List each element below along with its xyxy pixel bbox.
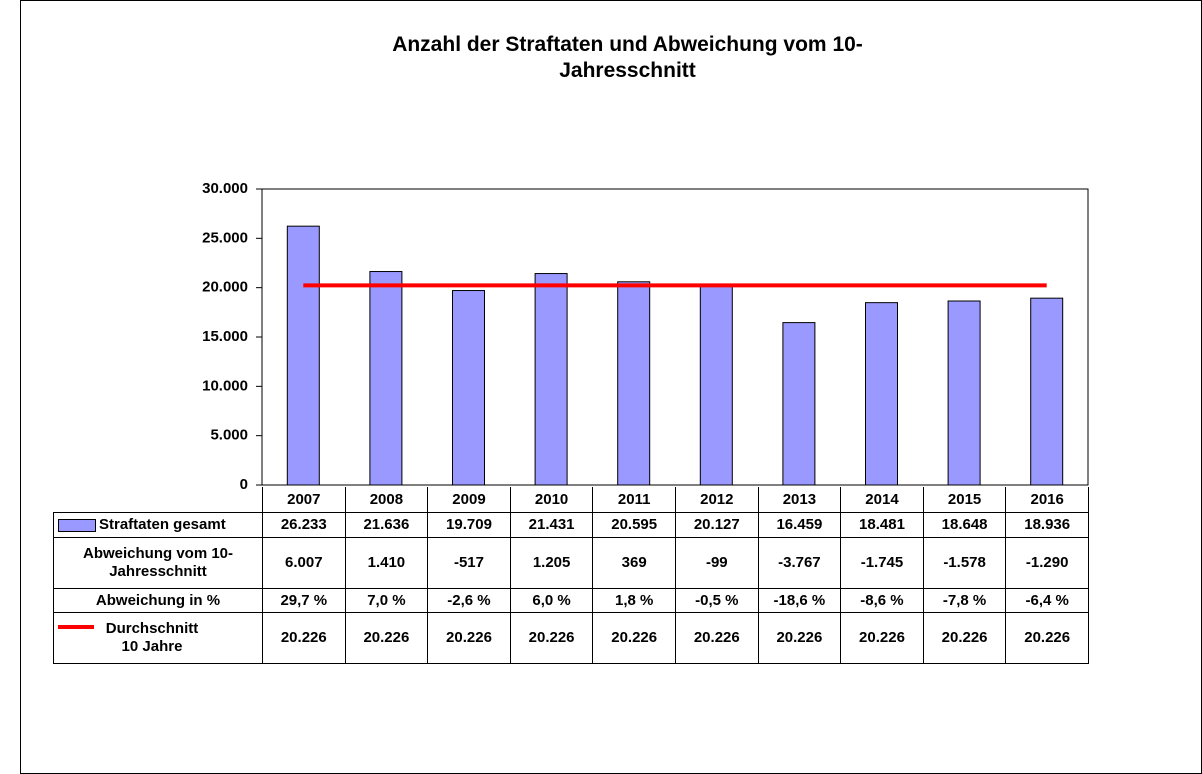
table-value: 18.481 [840, 512, 924, 538]
x-tick-label: 2015 [922, 487, 1007, 512]
table-value: -2,6 % [427, 588, 511, 613]
bar [865, 302, 898, 486]
table-value: -6,4 % [1005, 588, 1089, 613]
legend-entry: Straftaten gesamt [53, 512, 263, 538]
table-value: 20.127 [675, 512, 759, 538]
table-value: -8,6 % [840, 588, 924, 613]
y-tick-label: 25.000 [202, 229, 248, 246]
table-value: 16.459 [757, 512, 842, 538]
table-value: 20.226 [344, 612, 429, 664]
table-value: 7,0 % [344, 588, 429, 613]
table-value: -1.745 [840, 537, 924, 589]
bar [369, 271, 403, 486]
table-value: 20.226 [675, 612, 759, 664]
table-value: 29,7 % [262, 588, 346, 613]
y-tick-label: 5.000 [210, 427, 248, 444]
table-value: -99 [675, 537, 759, 589]
x-tick-label: 2011 [592, 487, 676, 512]
table-value: 20.226 [509, 612, 594, 664]
y-tick-label: 15.000 [202, 328, 248, 345]
bar [782, 322, 816, 486]
table-value: 1.205 [509, 537, 594, 589]
bar [617, 281, 651, 486]
y-tick-label: 20.000 [202, 279, 248, 296]
table-value: 20.226 [427, 612, 511, 664]
table-value: 20.226 [922, 612, 1007, 664]
table-value: 20.595 [592, 512, 676, 538]
row-header: Abweichung in % [53, 588, 263, 613]
row-name: Abweichung vom 10-Jahresschnitt [82, 545, 234, 580]
x-tick-label: 2008 [344, 487, 429, 512]
table-value: 26.233 [262, 512, 346, 538]
table-value: 21.431 [509, 512, 594, 538]
bar [286, 225, 320, 486]
table-value: 20.226 [757, 612, 842, 664]
table-value: 6.007 [262, 537, 346, 589]
bar [947, 300, 981, 486]
table-value: -1.578 [922, 537, 1007, 589]
row-name: Abweichung in % [95, 591, 221, 609]
chart-title: Anzahl der Straftaten und Abweichung vom… [392, 33, 863, 82]
y-tick-label: 0 [240, 476, 248, 493]
row-name: Durchschnitt 10 Jahre [105, 620, 199, 655]
x-tick-label: 2016 [1005, 487, 1089, 512]
table-value: 18.936 [1005, 512, 1089, 538]
table-value: -517 [427, 537, 511, 589]
y-tick-label: 10.000 [202, 377, 248, 394]
table-value: 1.410 [344, 537, 429, 589]
table-value: 1,8 % [592, 588, 676, 613]
row-header: Abweichung vom 10-Jahresschnitt [53, 537, 263, 589]
table-value: 21.636 [344, 512, 429, 538]
table-value: 20.226 [840, 612, 924, 664]
bar [699, 285, 733, 486]
x-tick-label: 2012 [675, 487, 759, 512]
table-value: 19.709 [427, 512, 511, 538]
table-value: 20.226 [592, 612, 676, 664]
x-tick-label: 2014 [840, 487, 924, 512]
legend-key [58, 625, 94, 629]
table-value: 369 [592, 537, 676, 589]
bar [452, 290, 485, 486]
table-value: -7,8 % [922, 588, 1007, 613]
bar [534, 273, 568, 486]
x-tick-label: 2009 [427, 487, 511, 512]
x-tick-label: 2007 [262, 487, 346, 512]
table-value: 6,0 % [509, 588, 594, 613]
legend-entry: Durchschnitt 10 Jahre [53, 612, 263, 664]
table-value: 18.648 [922, 512, 1007, 538]
table-value: -1.290 [1005, 537, 1089, 589]
table-value: -18,6 % [757, 588, 842, 613]
table-value: -3.767 [757, 537, 842, 589]
table-value: 20.226 [1005, 612, 1089, 664]
bar [1030, 297, 1064, 486]
x-tick-label: 2013 [757, 487, 842, 512]
y-tick-label: 30.000 [202, 180, 248, 197]
legend-key [58, 518, 96, 532]
table-value: 20.226 [262, 612, 346, 664]
x-tick-label: 2010 [509, 487, 594, 512]
table-value: -0,5 % [675, 588, 759, 613]
row-name: Straftaten gesamt [99, 516, 226, 533]
